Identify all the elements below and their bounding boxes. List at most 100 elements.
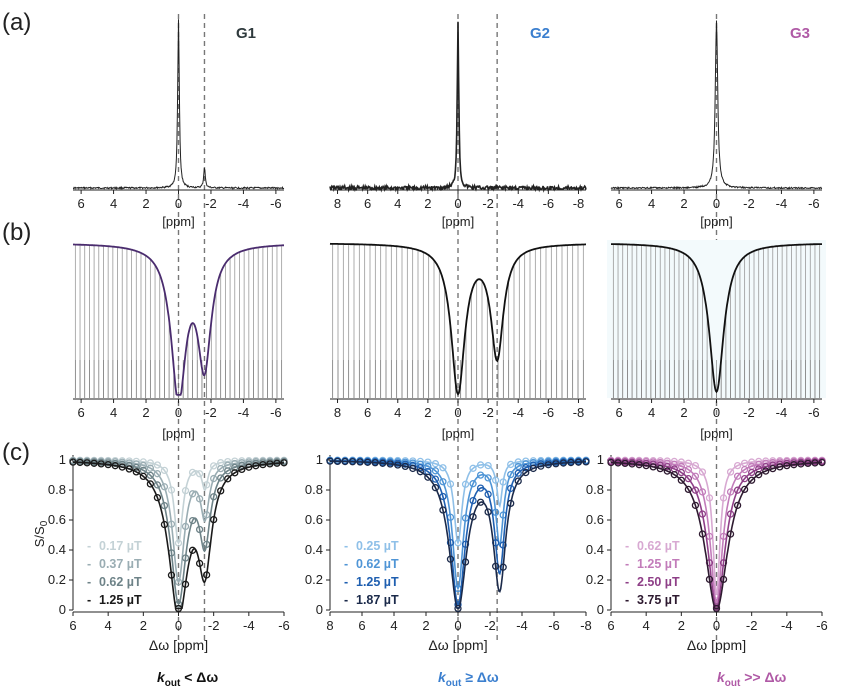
zspectrum-point — [684, 465, 693, 474]
zspectrum-point — [684, 485, 693, 494]
zspectrum-point — [454, 604, 462, 613]
zspectrum-point — [431, 460, 440, 468]
x-tick-label: 6 — [615, 196, 622, 211]
legend-label: 2.50 µT — [637, 575, 680, 589]
x-tick-label: 6 — [615, 405, 622, 420]
zspectrum-point — [484, 508, 492, 516]
zspectrum-point — [762, 467, 770, 475]
zspectrum-point — [514, 462, 522, 471]
x-tick-label: -6 — [548, 618, 560, 633]
zspectrum-point — [507, 470, 515, 479]
x-tick-label: 4 — [105, 618, 112, 633]
x-tick-label: -4 — [238, 405, 250, 420]
x-tick-label: 2 — [424, 196, 431, 211]
zspectrum-point — [210, 474, 218, 483]
x-tick-label: 2 — [142, 405, 149, 420]
x-tick-label: 6 — [364, 196, 371, 211]
legend-label: 0.17 µT — [99, 539, 142, 553]
zspectrum-point — [691, 486, 700, 494]
zspectrum-point — [522, 468, 530, 477]
zspectrum-point — [740, 465, 749, 474]
zspectrum-curve-g2 — [329, 242, 586, 396]
zspectrum-point — [691, 501, 700, 510]
y-tick-label: 0.2 — [48, 572, 66, 587]
zspectrum-point — [491, 562, 500, 570]
zspectrum-point — [476, 461, 485, 469]
zspectrum-point — [712, 604, 721, 613]
regime-label-g2: kout ≥ Δω — [438, 669, 499, 689]
zspectrum-point — [698, 510, 707, 518]
zspectrum-point — [514, 469, 522, 477]
zspectrum-point — [719, 575, 728, 584]
zspectrum-point — [469, 480, 477, 488]
zspectrum-point — [461, 480, 470, 488]
legend-dash: - — [87, 557, 91, 571]
zspectrum-point — [424, 458, 432, 466]
zspectrum-point — [217, 487, 225, 495]
zspectrum-point — [132, 463, 140, 472]
panel-label-a: (a) — [2, 9, 31, 36]
zspectrum-point — [733, 501, 742, 510]
zspectrum-point — [607, 458, 615, 467]
zspectrum-point — [153, 470, 162, 478]
zspectrum-point — [356, 458, 364, 466]
zspectrum-point — [507, 499, 515, 508]
x-tick-label: 0 — [454, 405, 461, 420]
y-axis-label: S/S0 — [32, 520, 50, 547]
x-tick-label: 2 — [142, 196, 149, 211]
zspectrum-point — [507, 460, 515, 469]
x-tick-label: -2 — [208, 618, 220, 633]
y-tick-label: 0.2 — [305, 572, 323, 587]
legend-label: 0.25 µT — [356, 539, 399, 553]
zspectrum-point — [684, 475, 693, 483]
x-tick-label: 2 — [424, 405, 431, 420]
zspectrum-point — [231, 469, 239, 477]
x-tick-label: -8 — [580, 618, 592, 633]
legend-label: 0.37 µT — [99, 557, 142, 571]
x-tick-label: -2 — [205, 196, 217, 211]
zspectrum-point — [677, 476, 685, 484]
zspectrum-point — [484, 461, 492, 470]
zspectrum-point — [210, 515, 218, 524]
zspectrum-point — [210, 493, 218, 501]
x-tick-label: 2 — [680, 196, 687, 211]
zspectrum-point — [552, 460, 560, 468]
x-tick-label: -4 — [512, 196, 524, 211]
x-tick-label: -6 — [808, 405, 820, 420]
zspectrum-point — [733, 461, 742, 470]
zspectrum-point — [424, 473, 432, 481]
zspectrum-point — [118, 463, 126, 471]
x-tick-label: 8 — [334, 196, 341, 211]
zspectrum-point — [461, 558, 470, 566]
x-tick-label: 2 — [678, 618, 685, 633]
zspectrum-point — [333, 457, 342, 466]
y-tick-label: 0 — [59, 602, 66, 617]
x-tick-label: -6 — [543, 196, 555, 211]
zspectrum-point — [146, 471, 155, 480]
zspectrum-point — [188, 490, 197, 498]
zspectrum-point — [217, 474, 225, 482]
zspectrum-point — [409, 464, 417, 473]
zspectrum-point — [394, 461, 402, 469]
x-tick-label: 4 — [110, 405, 117, 420]
x-tick-label: 6 — [77, 405, 84, 420]
zspectrum-point — [748, 458, 756, 466]
zspectrum-point — [118, 458, 126, 466]
x-axis-label: [ppm] — [162, 214, 195, 229]
zspectrum-point — [224, 475, 232, 483]
x-tick-label: -6 — [270, 405, 282, 420]
zspectrum-point — [574, 458, 583, 466]
zspectrum-point — [726, 510, 735, 518]
x-tick-label: 0 — [454, 196, 461, 211]
zspectrum-point — [476, 471, 485, 479]
zspectrum-point — [705, 494, 714, 502]
zspectrum-point — [614, 459, 622, 467]
zspectrum-point — [691, 472, 700, 480]
zspectrum-point — [484, 490, 492, 498]
legend-label: 1.25 µT — [99, 593, 142, 607]
zspectrum-curve-g3 — [611, 243, 822, 394]
zspectrum-point — [811, 459, 819, 467]
zspectrum-point — [726, 488, 735, 496]
zspectrum-point — [146, 459, 155, 467]
zspectrum-point — [188, 516, 197, 525]
